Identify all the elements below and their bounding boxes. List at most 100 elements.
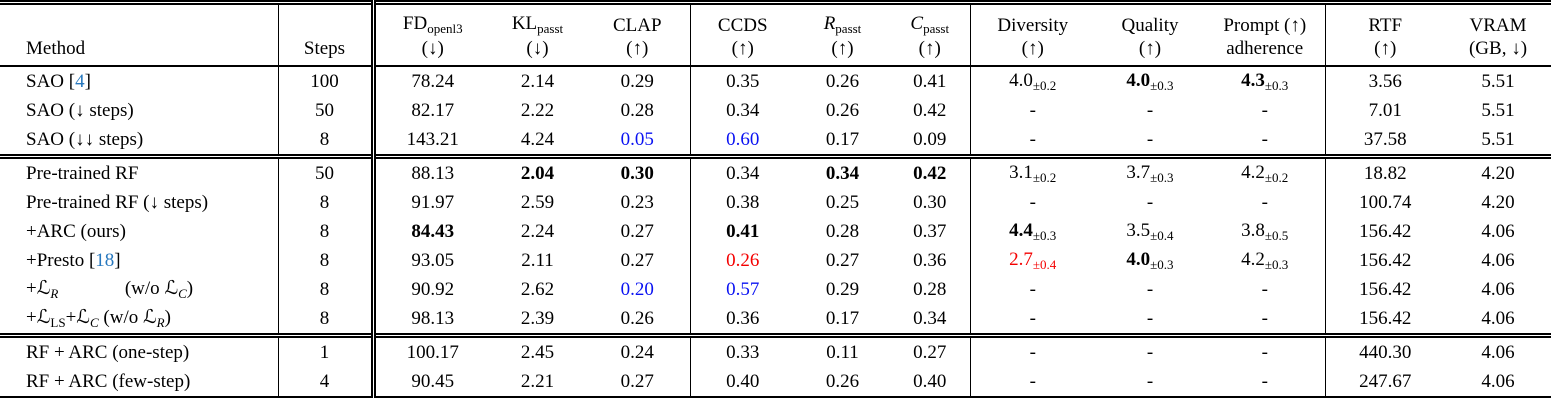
- label-text: KL: [511, 13, 538, 34]
- cell-prompt: 4.2±0.3: [1205, 246, 1326, 276]
- plus-minus-subscript: ±0.5: [1264, 227, 1289, 243]
- cell-value: 0.26: [620, 307, 654, 329]
- cell-quality: 3.7±0.3: [1095, 154, 1205, 189]
- cell-clap: 0.05: [585, 125, 691, 157]
- plus-minus-subscript: ±0.3: [1264, 256, 1289, 272]
- cell-kl: 2.45: [490, 333, 585, 368]
- label-text: CCDS: [717, 14, 768, 36]
- cell-rtf: 247.67: [1325, 367, 1445, 397]
- cell-clap: 0.23: [585, 188, 691, 218]
- cell-value: 4.06: [1481, 278, 1515, 300]
- cell-value: -: [1029, 99, 1036, 121]
- cell-quality: -: [1095, 188, 1205, 217]
- cell-method: RF + ARC (one-step): [0, 333, 279, 368]
- label-text: Quality: [1121, 14, 1179, 36]
- cell-quality: 4.0±0.3: [1095, 246, 1205, 275]
- label-text: +ARC (ours): [26, 220, 126, 242]
- cell-diversity: -: [970, 96, 1095, 125]
- cell-kl: 2.22: [490, 96, 585, 125]
- plus-minus-subscript: ±0.3: [1264, 77, 1289, 93]
- cell-value: 4.0: [1126, 69, 1151, 91]
- cell-value: 0.34: [726, 162, 760, 184]
- cell-fd: 90.45: [373, 367, 490, 397]
- cell-value: 1: [319, 341, 330, 363]
- cell-value: -: [1261, 370, 1268, 392]
- plus-minus-subscript: ±0.3: [1150, 256, 1174, 272]
- cell-cpasst: 0.42: [890, 96, 971, 126]
- cell-value: 0.57: [726, 278, 760, 300]
- cell-prompt: -: [1205, 188, 1326, 218]
- cell-value: 0.36: [913, 249, 947, 271]
- table-row: +Presto [18] 8 93.05 2.11 0.27 0.26 0.27 0.36 2.…: [0, 246, 1551, 276]
- citation-link[interactable]: 18: [95, 249, 115, 271]
- cell-clap: 0.27: [585, 246, 691, 276]
- cell-rtf: 3.56: [1325, 66, 1445, 96]
- cell-value: 0.60: [726, 128, 760, 150]
- cell-value: -: [1261, 191, 1268, 213]
- cell-value: 7.01: [1368, 99, 1402, 121]
- script-l-symbol: ℒ: [142, 306, 157, 329]
- cell-value: 88.13: [411, 162, 455, 184]
- cell-value: 0.27: [620, 220, 654, 242]
- citation-link[interactable]: 4: [75, 70, 85, 92]
- cell-value: 2.22: [520, 99, 555, 121]
- cell-quality: -: [1095, 96, 1205, 125]
- header-cell-diversity-line2: (↑): [1021, 37, 1044, 59]
- cell-value: -: [1261, 307, 1268, 329]
- cell-rtf: 100.74: [1325, 188, 1445, 217]
- script-l-symbol: ℒ: [76, 306, 90, 329]
- cell-diversity: 3.1±0.2: [970, 154, 1095, 189]
- cell-diversity: -: [970, 125, 1095, 157]
- subscript-text: passt: [537, 21, 564, 36]
- cell-fd: 93.05: [373, 246, 490, 275]
- cell-prompt: -: [1205, 275, 1326, 305]
- cell-value: 0.37: [913, 220, 947, 242]
- header-cell-clap-line2: (↑): [626, 37, 649, 59]
- cell-clap: 0.27: [585, 217, 691, 247]
- cell-ccds: 0.57: [690, 275, 795, 304]
- cell-cpasst: 0.41: [890, 66, 971, 97]
- cell-cpasst: 0.42: [890, 154, 971, 189]
- cell-value: 0.26: [825, 70, 860, 92]
- cell-value: 0.42: [913, 99, 947, 121]
- cell-prompt: -: [1205, 333, 1326, 368]
- cell-rpasst: 0.26: [795, 367, 890, 397]
- label-text: Steps: [303, 37, 346, 59]
- cell-value: 0.27: [913, 341, 947, 363]
- label-text: Method: [26, 37, 86, 59]
- cell-value: 93.05: [411, 249, 455, 271]
- label-text: Diversity: [997, 14, 1069, 36]
- cell-value: -: [1146, 370, 1154, 392]
- header-cell-quality-line2: (↑): [1138, 37, 1162, 59]
- header-cell-vram: VRAM (GB, ↓): [1445, 2, 1551, 68]
- cell-quality: -: [1095, 275, 1205, 304]
- cell-ccds: 0.26: [690, 246, 795, 275]
- cell-prompt: -: [1205, 96, 1326, 126]
- cell-value: 2.62: [520, 278, 555, 300]
- cell-diversity: -: [970, 333, 1095, 368]
- label-text: Prompt (↑): [1223, 14, 1307, 36]
- label-text: FD: [402, 13, 428, 34]
- cell-value: 4.06: [1481, 341, 1515, 363]
- math-subscript-text: C: [178, 286, 187, 302]
- header-cell-prompt: Prompt (↑) adherence: [1205, 2, 1326, 68]
- cell-rpasst: 0.28: [795, 217, 890, 246]
- cell-vram: 5.51: [1445, 125, 1551, 157]
- cell-value: 98.13: [411, 307, 455, 329]
- cell-fd: 90.92: [373, 275, 490, 304]
- cell-method: +ARC (ours): [0, 217, 279, 247]
- cell-value: 2.21: [520, 370, 555, 392]
- cell-value: 0.41: [913, 70, 947, 92]
- cell-value: 0.40: [913, 370, 947, 392]
- header-cell-quality: Quality (↑): [1095, 2, 1205, 68]
- table-body: SAO [4] 100 78.24 2.14 0.29 0.35 0.26 0.41 4.0±0…: [0, 66, 1551, 398]
- cell-value: 0.23: [620, 191, 654, 213]
- label-text: ): [164, 307, 171, 329]
- cell-value: 8: [319, 128, 330, 150]
- label-text: +: [26, 278, 37, 300]
- cell-diversity: -: [970, 275, 1095, 304]
- label-text: +: [65, 307, 77, 329]
- cell-steps: 100: [278, 66, 376, 97]
- subscript-text: passt: [835, 21, 862, 36]
